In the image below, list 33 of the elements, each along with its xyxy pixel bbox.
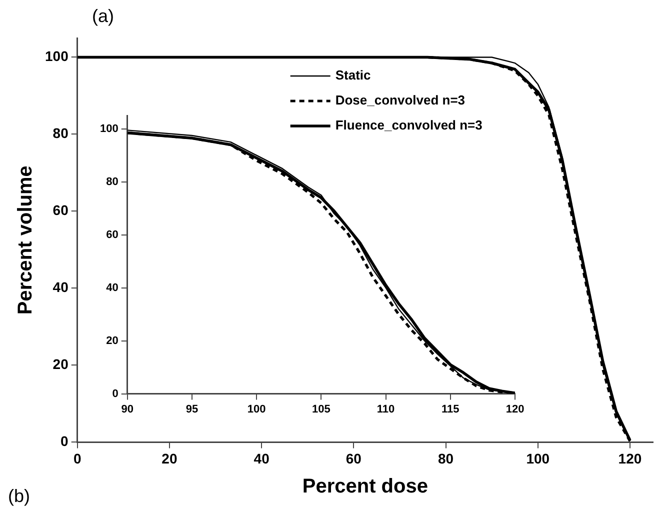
y-tick-label: 60 — [52, 202, 69, 218]
x-tick-label: 105 — [312, 403, 330, 416]
text: (b) — [8, 486, 30, 507]
x-tick-label: 80 — [438, 450, 454, 466]
legend-label: Fluence_convolved n=3 — [335, 118, 482, 133]
y-tick-label: 80 — [106, 176, 118, 188]
legend-label: Static — [335, 68, 371, 83]
y-tick-label: 0 — [112, 388, 118, 400]
y-tick-label: 40 — [52, 279, 69, 296]
y-tick-label: 100 — [45, 48, 69, 64]
x-tick-label: 120 — [618, 450, 642, 466]
y-tick-label: 100 — [100, 122, 118, 135]
y-tick-label: 20 — [106, 334, 118, 347]
x-tick-label: 100 — [526, 450, 550, 466]
x-tick-label: 40 — [254, 450, 270, 466]
text: (a) — [92, 6, 114, 27]
legend-label: Dose_convolved n=3 — [335, 92, 466, 108]
y-axis-title: Percent volume — [14, 166, 37, 315]
y-tick-label: 60 — [106, 228, 118, 241]
x-tick-label: 0 — [73, 450, 82, 466]
x-tick-label: 95 — [186, 403, 198, 416]
x-axis-title: Percent dose — [302, 476, 428, 498]
x-tick-label: 120 — [506, 403, 524, 416]
y-tick-label: 0 — [60, 433, 69, 450]
x-tick-label: 90 — [121, 403, 134, 416]
y-tick-label: 20 — [52, 356, 69, 372]
x-tick-label: 100 — [247, 403, 266, 416]
x-tick-label: 60 — [346, 450, 362, 466]
x-tick-label: 110 — [376, 403, 395, 416]
x-tick-label: 115 — [442, 403, 460, 416]
y-tick-label: 40 — [106, 282, 118, 294]
x-tick-label: 20 — [162, 450, 178, 466]
y-tick-label: 80 — [52, 125, 69, 142]
